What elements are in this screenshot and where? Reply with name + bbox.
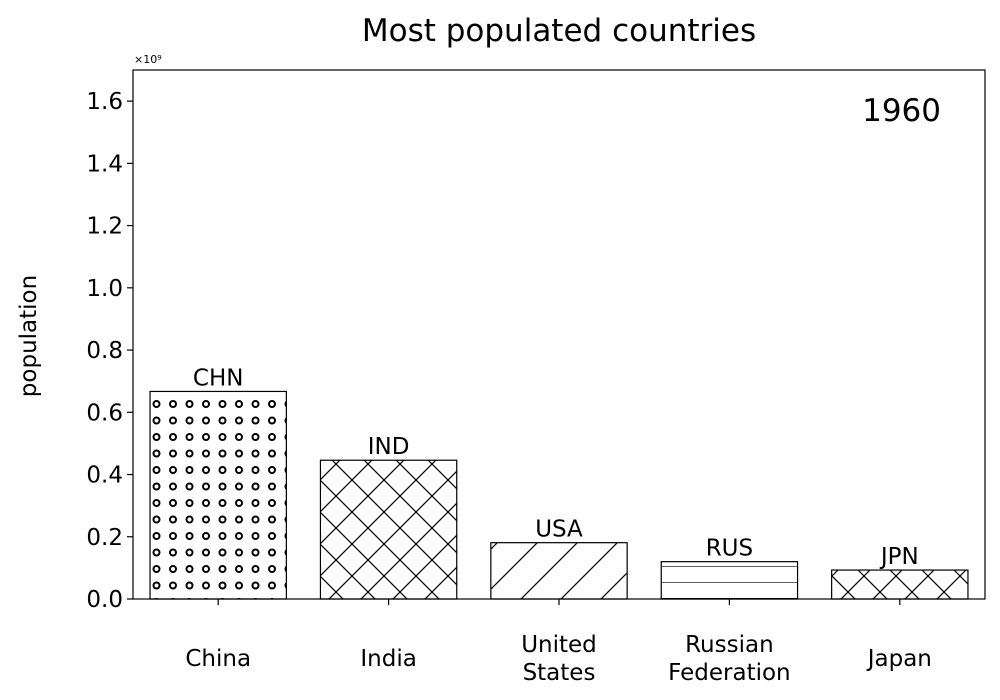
bar [660, 561, 799, 600]
y-tick-label: 1.2 [86, 214, 123, 240]
bar-value-label: JPN [879, 544, 919, 570]
y-multiplier-label: ×10⁹ [134, 53, 162, 66]
y-tick-label: 0.8 [86, 338, 123, 364]
bar [149, 390, 287, 600]
x-category-label: Japan [866, 646, 932, 672]
bar [831, 569, 969, 600]
year-annotation: 1960 [862, 93, 941, 129]
y-tick-label: 0.6 [86, 400, 123, 426]
bar-value-label: CHN [193, 365, 244, 391]
bar-value-label: RUS [706, 536, 753, 562]
x-category-label: India [360, 646, 416, 672]
x-category-label: Federation [668, 660, 790, 686]
bar-value-label: USA [535, 517, 583, 543]
y-tick-label: 1.0 [86, 276, 123, 302]
y-tick-label: 0.2 [86, 525, 123, 551]
y-tick-label: 1.6 [86, 89, 123, 115]
x-category-label: Russian [685, 632, 774, 658]
bar [319, 459, 458, 600]
bar-value-label: IND [368, 434, 410, 460]
y-axis-label: population [16, 275, 42, 397]
x-category-label: China [185, 646, 251, 672]
x-category-label: United [521, 632, 597, 658]
bar [490, 542, 628, 600]
y-tick-label: 0.0 [86, 587, 123, 613]
y-axis-ticks: 0.0 0.2 0.4 0.6 0.8 1.0 1.2 1.4 1.6 [86, 89, 133, 613]
chart-title: Most populated countries [362, 13, 756, 49]
y-tick-label: 0.4 [86, 463, 123, 489]
bars: CHN IND USA RUS JPN [149, 365, 969, 600]
x-category-label: States [523, 660, 596, 686]
y-tick-label: 1.4 [86, 151, 123, 177]
plot-frame [132, 69, 986, 600]
